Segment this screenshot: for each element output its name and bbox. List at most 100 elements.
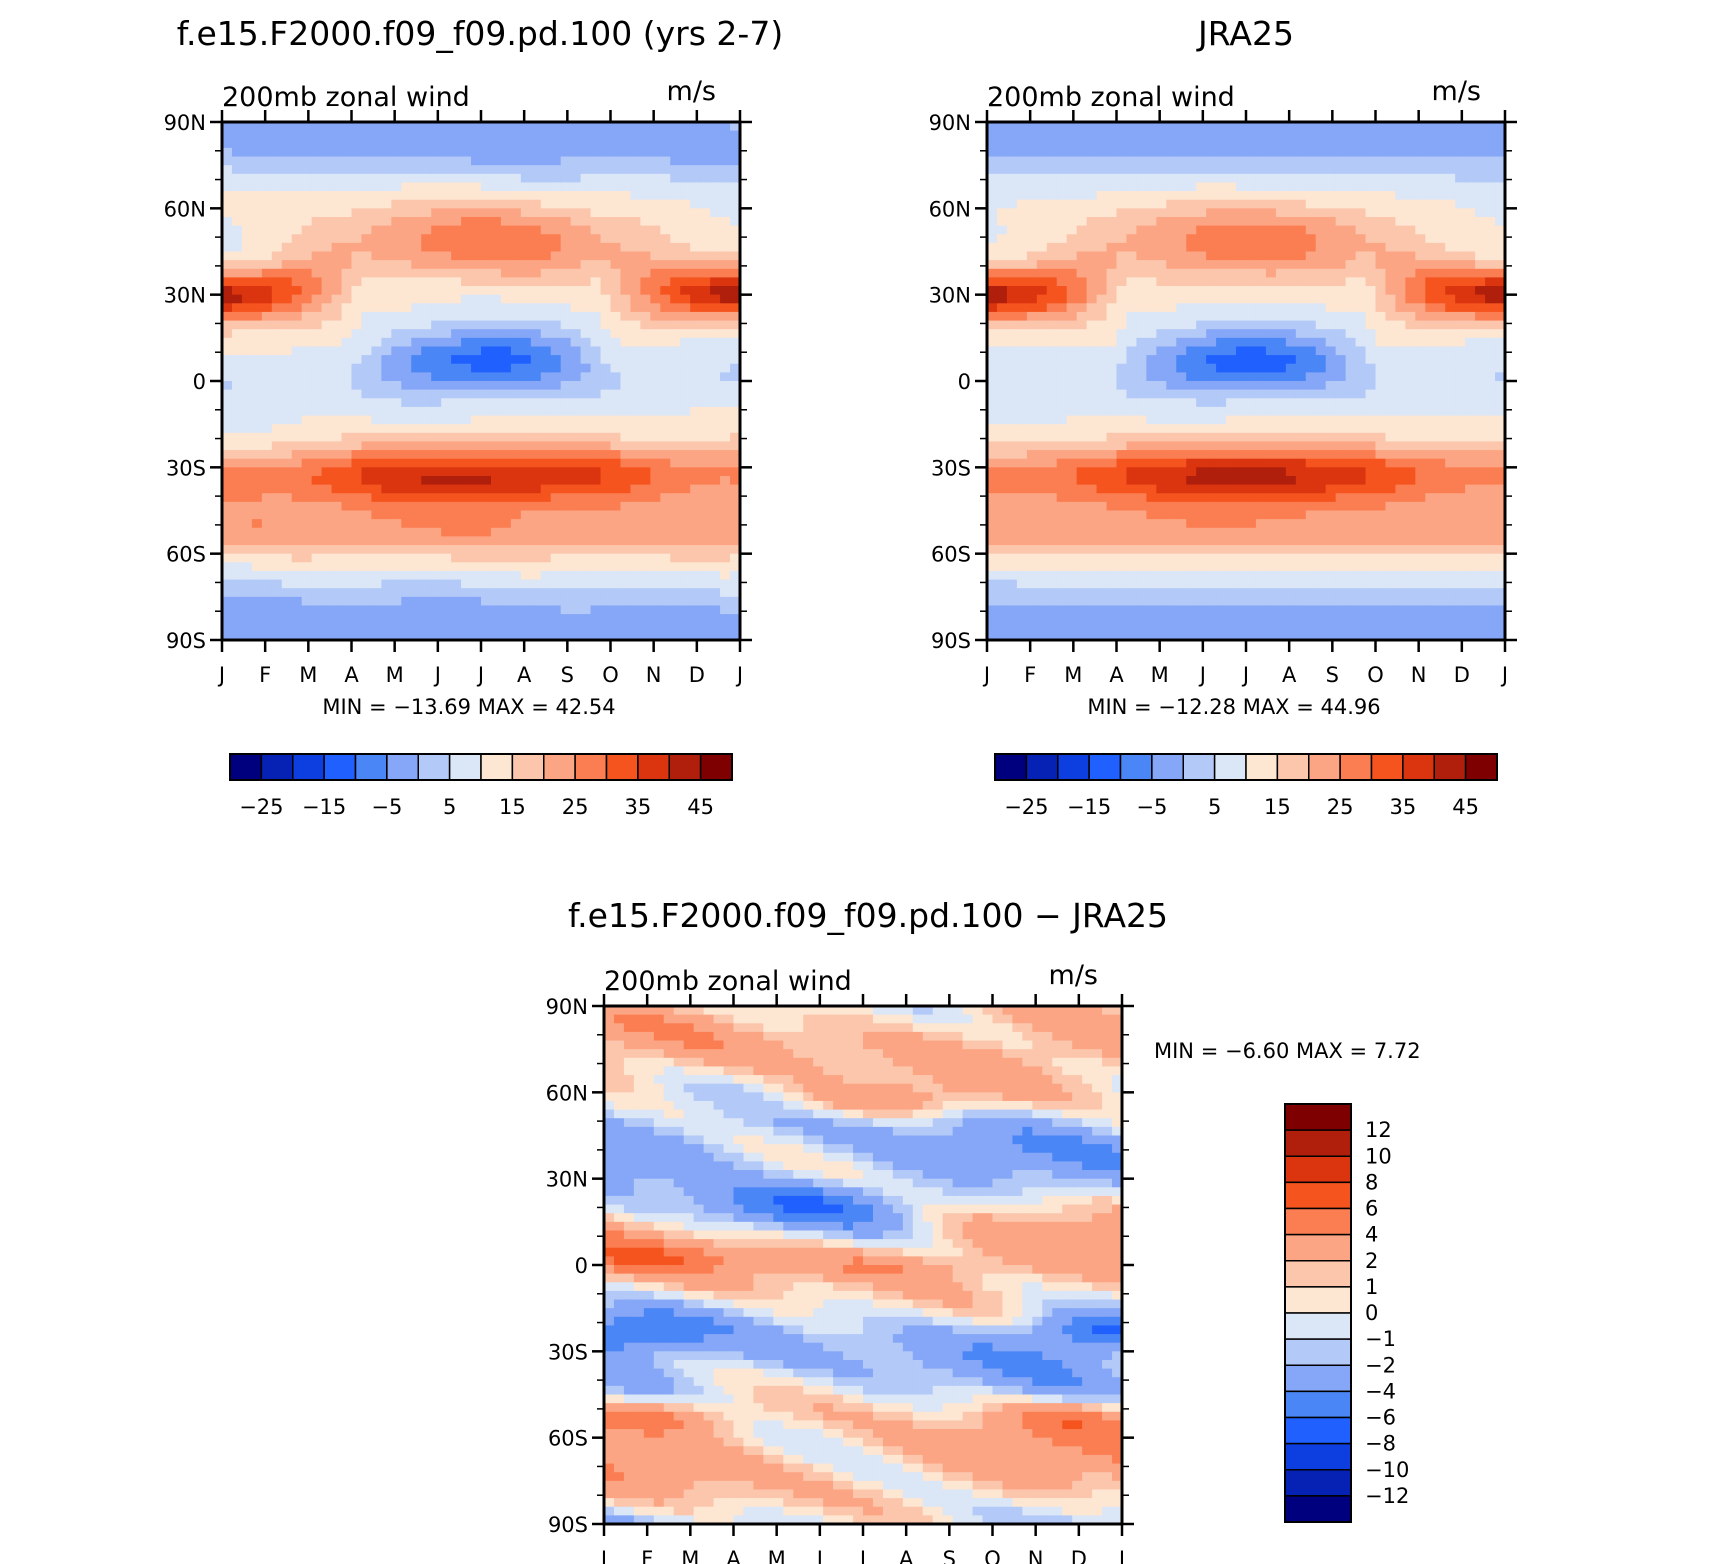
field-cell: [620, 355, 632, 365]
field-cell: [1176, 570, 1187, 581]
field-cell: [996, 216, 1008, 227]
field-cell: [441, 234, 452, 244]
field-cell: [1206, 337, 1217, 348]
field-cell: [670, 536, 681, 546]
field-cell: [700, 294, 711, 304]
field-cell: [271, 398, 283, 408]
field-cell: [1136, 346, 1147, 356]
field-cell: [700, 355, 711, 365]
field-cell: [560, 622, 572, 632]
field-cell: [1076, 311, 1088, 322]
field-cell: [451, 122, 462, 132]
field-cell: [341, 286, 353, 296]
field-cell: [1265, 381, 1277, 391]
field-cell: [331, 588, 343, 598]
field-cell: [530, 527, 542, 537]
field-cell: [341, 475, 353, 486]
field-cell: [690, 458, 701, 468]
field-cell: [1076, 147, 1088, 158]
field-cell: [431, 165, 442, 175]
field-cell: [1156, 294, 1167, 304]
field-cell: [510, 260, 522, 270]
field-cell: [620, 173, 632, 184]
field-cell: [720, 130, 731, 140]
field-cell: [421, 277, 432, 287]
field-cell: [1206, 501, 1217, 512]
field-cell: [411, 501, 422, 512]
field-cell: [1196, 441, 1207, 451]
field-cell: [510, 570, 522, 581]
field-cell: [231, 415, 243, 425]
field-cell: [550, 234, 562, 244]
field-cell: [1066, 165, 1078, 175]
field-cell: [1016, 501, 1028, 512]
field-cell: [510, 147, 522, 158]
field-cell: [700, 432, 711, 443]
field-cell: [251, 268, 263, 278]
colorbar-swatch: [229, 753, 263, 781]
field-cell: [391, 337, 402, 348]
field-cell: [700, 570, 711, 581]
field-cell: [650, 320, 661, 330]
field-cell: [610, 501, 622, 512]
field-cell: [1016, 381, 1028, 391]
units-label: m/s: [667, 76, 716, 107]
field-cell: [550, 545, 562, 555]
field-cell: [590, 545, 602, 555]
field-cell: [1036, 337, 1048, 348]
field-cell: [461, 484, 472, 494]
field-cell: [540, 303, 552, 313]
field-cell: [411, 346, 422, 356]
field-cell: [610, 251, 622, 261]
field-cell: [1166, 631, 1177, 641]
field-cell: [261, 303, 273, 313]
field-cell: [1106, 553, 1118, 563]
field-cell: [520, 596, 532, 607]
field-cell: [222, 355, 233, 365]
field-cell: [720, 216, 731, 227]
field-cell: [1156, 130, 1167, 140]
field-cell: [1166, 441, 1177, 451]
field-cell: [1066, 389, 1078, 399]
field-cell: [730, 562, 741, 572]
field-cell: [281, 406, 293, 417]
field-cell: [1246, 467, 1257, 477]
field-cell: [1126, 216, 1138, 227]
field-cell: [550, 156, 562, 166]
field-cell: [1056, 381, 1068, 391]
field-cell: [1246, 570, 1257, 581]
field-cell: [1116, 527, 1128, 537]
field-cell: [560, 631, 572, 641]
field-cell: [1166, 337, 1177, 348]
field-cell: [490, 510, 502, 520]
field-cell: [301, 286, 313, 296]
field-cell: [1106, 191, 1118, 201]
field-cell: [690, 303, 701, 313]
field-cell: [510, 139, 522, 149]
field-cell: [700, 372, 711, 382]
field-cell: [231, 372, 243, 382]
field-cell: [660, 130, 671, 140]
field-cell: [451, 501, 462, 512]
y-tick-label: 30N: [164, 284, 206, 308]
field-cell: [1176, 208, 1187, 218]
field-cell: [1066, 355, 1078, 365]
field-cell: [421, 415, 432, 425]
field-cell: [660, 458, 671, 468]
field-cell: [1026, 139, 1038, 149]
field-cell: [1186, 191, 1197, 201]
field-cell: [720, 614, 731, 624]
field-cell: [281, 398, 293, 408]
field-cell: [1216, 467, 1227, 477]
field-cell: [1246, 484, 1257, 494]
field-cell: [1076, 381, 1088, 391]
field-cell: [1006, 234, 1018, 244]
field-cell: [570, 346, 582, 356]
field-cell: [361, 191, 373, 201]
field-cell: [231, 147, 243, 158]
field-cell: [301, 182, 313, 192]
field-cell: [1116, 251, 1128, 261]
field-cell: [590, 277, 602, 287]
field-cell: [1116, 441, 1128, 451]
field-cell: [271, 251, 283, 261]
